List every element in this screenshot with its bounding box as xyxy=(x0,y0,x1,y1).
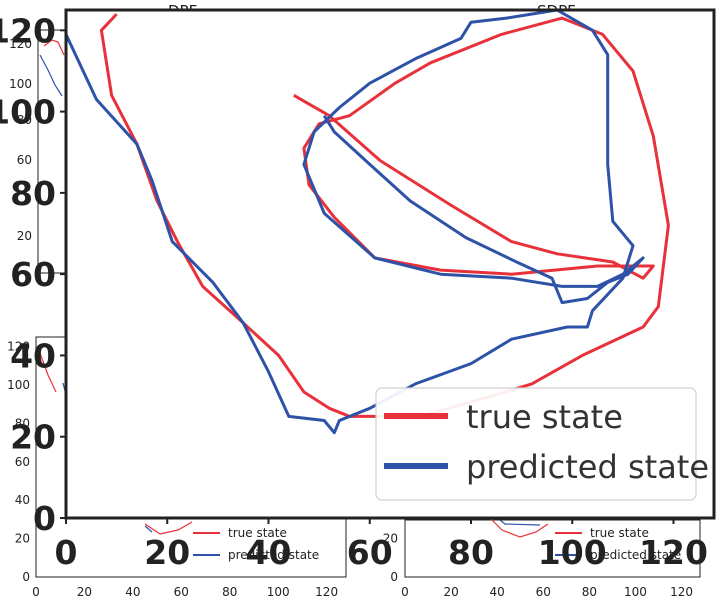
x-tick-label: 20 xyxy=(144,533,190,572)
panel-1-ytick: 120 xyxy=(9,37,32,51)
panel-3-xtick: 60 xyxy=(174,585,189,599)
panel-1-ytick: 60 xyxy=(17,153,32,167)
panel-4-xtick: 100 xyxy=(624,585,647,599)
y-tick-label: 120 xyxy=(0,11,56,50)
panel-3-ytick: 0 xyxy=(22,570,30,584)
panel-4-xtick: 60 xyxy=(536,585,551,599)
panel-3-xtick: 100 xyxy=(267,585,290,599)
panel-1-ytick: 100 xyxy=(9,77,32,91)
panel-3-ytick: 60 xyxy=(15,455,30,469)
panel-1-ytick: 20 xyxy=(17,229,32,243)
background-panel-4: 0 20 0 20 40 60 80 100 120 true state predicted… xyxy=(383,517,701,599)
panel-3-xtick: 120 xyxy=(315,585,338,599)
x-tick-label: 0 xyxy=(55,533,78,572)
legend-label-true-state: true state xyxy=(466,398,623,436)
panel-4-frame xyxy=(404,519,701,578)
y-tick-label: 60 xyxy=(10,255,56,294)
panel-4-xtick: 40 xyxy=(490,585,505,599)
panel-3-ytick: 120 xyxy=(7,340,30,354)
panel-3-true-line-bottom xyxy=(144,521,193,535)
panel-1-predicted-line xyxy=(39,54,63,97)
panel-4-predicted-line xyxy=(499,519,541,526)
main-chart: true state predicted state 0204060801001… xyxy=(0,8,716,572)
x-tick-label: 60 xyxy=(347,533,393,572)
panel-1-ytick: 80 xyxy=(17,113,32,127)
panel-1-frame xyxy=(37,29,69,274)
panel-3-legend-true-label: true state xyxy=(228,526,287,540)
x-tick-label: 100 xyxy=(538,533,607,572)
panel-3-ytick: 40 xyxy=(15,493,30,507)
y-tick-label: 0 xyxy=(33,499,56,538)
panel-3-xtick: 0 xyxy=(32,585,40,599)
legend-frame xyxy=(375,387,697,501)
series-line-true-state xyxy=(99,13,670,418)
panel-3-xtick: 20 xyxy=(77,585,92,599)
y-tick-label: 80 xyxy=(10,174,56,213)
panel-4-legend-predicted-label: predicted state xyxy=(590,548,681,562)
series-line-predicted-state xyxy=(64,8,645,435)
panel-4-legend-true-label: true state xyxy=(590,526,649,540)
y-tick-label: 40 xyxy=(10,336,56,375)
panel-4-ytick: 0 xyxy=(390,570,398,584)
panel-4-xtick: 120 xyxy=(670,585,693,599)
panel-4-xtick: 0 xyxy=(401,585,409,599)
legend-box: true state predicted state xyxy=(375,387,709,501)
panel-3-ytick: 100 xyxy=(7,378,30,392)
panel-3-xtick: 80 xyxy=(222,585,237,599)
panel-4-true-line xyxy=(489,517,549,538)
panel-3-predicted-line-bottom xyxy=(144,525,153,533)
panel-1-true-line xyxy=(43,39,65,56)
panel-3-ytick: 20 xyxy=(15,532,30,546)
panel-3-true-line xyxy=(39,352,57,393)
x-tick-label: 80 xyxy=(448,533,494,572)
plot-frame xyxy=(64,8,716,520)
panel-4-xtick: 20 xyxy=(443,585,458,599)
x-tick-label: 40 xyxy=(246,533,292,572)
panel-4-xtick: 80 xyxy=(582,585,597,599)
panel-3-xtick: 40 xyxy=(125,585,140,599)
y-tick-label: 100 xyxy=(0,93,56,132)
x-tick-label: 120 xyxy=(639,533,708,572)
y-tick-label: 20 xyxy=(10,418,56,457)
panel-4-ytick: 20 xyxy=(383,532,398,546)
panel-3-legend-predicted-label: predicted state xyxy=(228,548,319,562)
panel-3-ytick: 80 xyxy=(15,416,30,430)
legend-label-predicted-state: predicted state xyxy=(466,448,709,486)
